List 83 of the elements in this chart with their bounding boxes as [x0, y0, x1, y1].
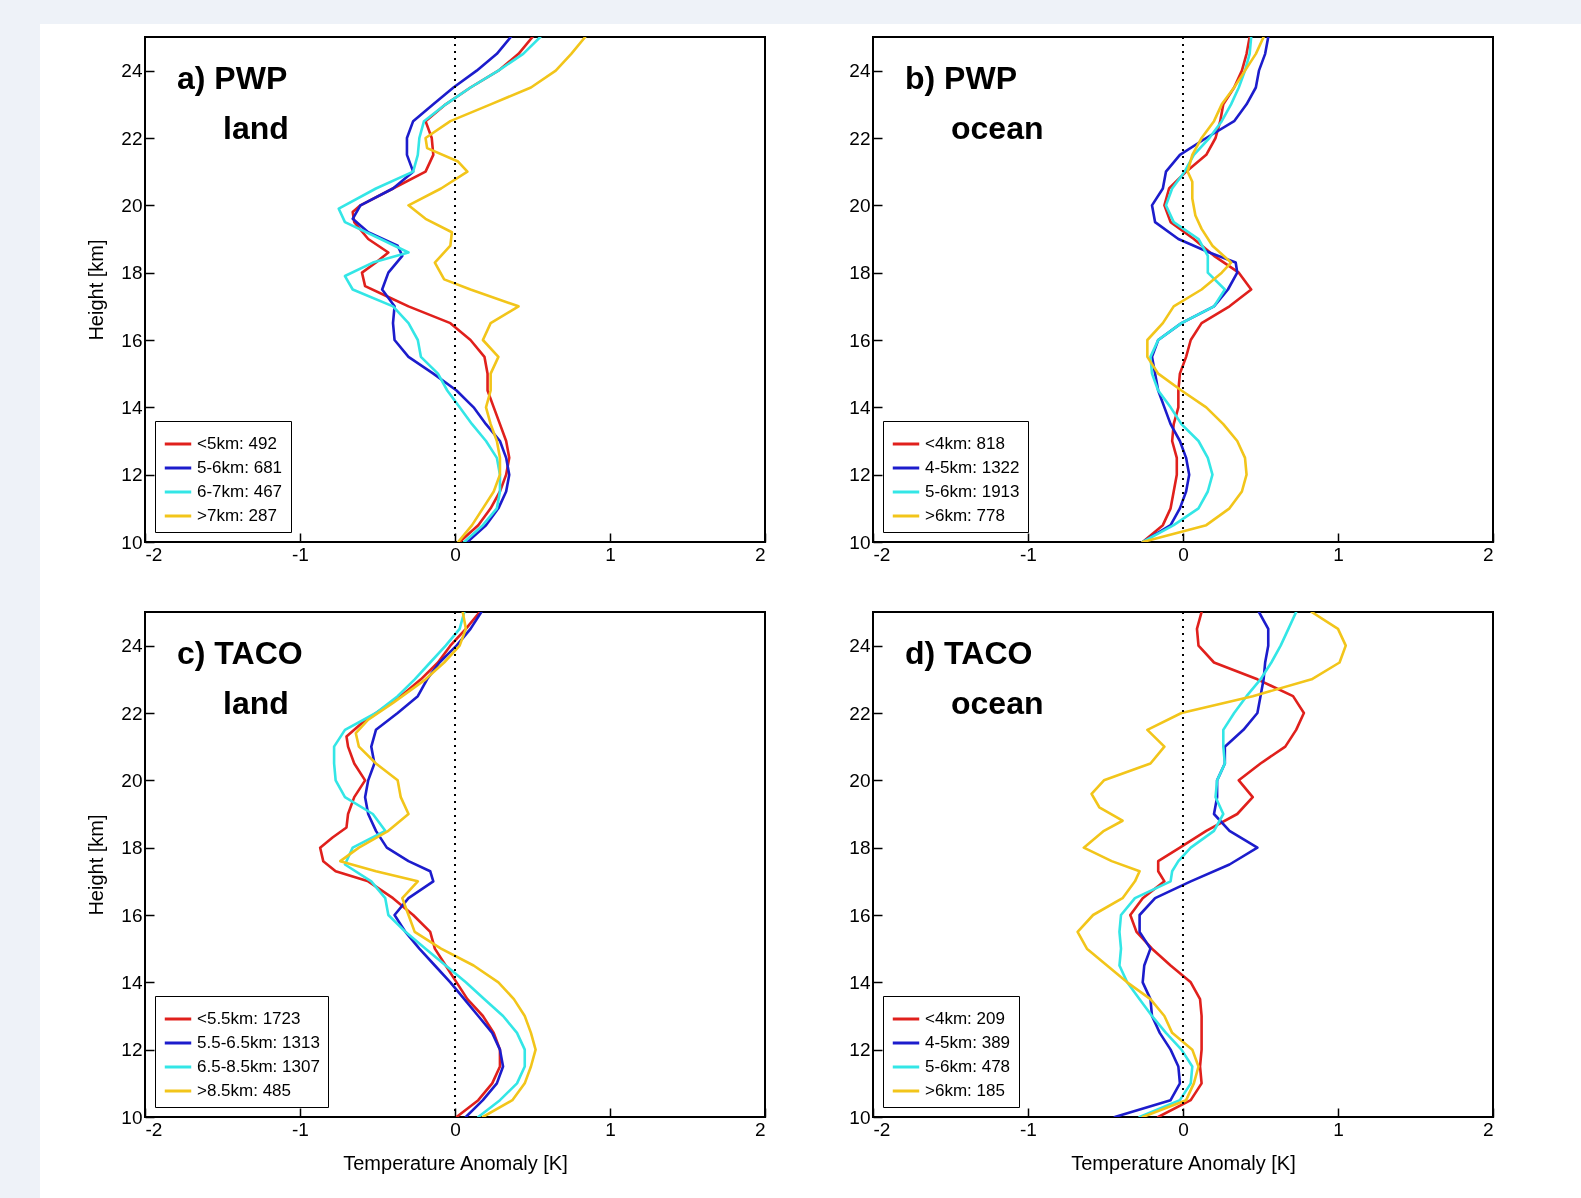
y-tick-label: 14	[121, 971, 143, 993]
y-tick-label: 10	[849, 531, 871, 553]
y-tick-label: 14	[849, 396, 871, 418]
x-tick-label: 2	[754, 1118, 766, 1140]
x-tick-label: 0	[450, 543, 461, 565]
x-tick-label: -1	[292, 1118, 309, 1140]
annotation: c) TACO	[177, 635, 303, 671]
legend-label: 5-6km: 1913	[925, 482, 1020, 501]
y-tick-label: 10	[121, 531, 143, 553]
y-tick-label: 16	[849, 904, 871, 926]
y-axis-title: Height [km]	[85, 814, 108, 916]
legend-label: 5-6km: 681	[197, 458, 283, 477]
annotation: ocean	[951, 110, 1044, 146]
y-tick-label: 16	[121, 904, 143, 926]
y-tick-label: 18	[121, 837, 143, 859]
x-axis-title: Temperature Anomaly [K]	[1071, 1151, 1296, 1174]
y-tick-label: 22	[121, 702, 143, 724]
x-tick-label: -1	[1020, 543, 1037, 565]
y-tick-label: 24	[121, 635, 143, 657]
annotation: land	[223, 110, 289, 146]
x-tick-label: -2	[145, 1118, 163, 1140]
y-tick-label: 22	[849, 127, 871, 149]
legend-label: 5.5-6.5km: 1313	[197, 1033, 320, 1052]
x-tick-label: 1	[605, 1118, 616, 1140]
y-tick-label: 24	[849, 635, 871, 657]
x-tick-label: 2	[754, 543, 766, 565]
y-tick-label: 18	[849, 837, 871, 859]
line-series	[1076, 612, 1348, 1117]
legend-label: 4-5km: 389	[925, 1033, 1011, 1052]
y-tick-label: 14	[121, 396, 143, 418]
y-tick-label: 12	[121, 1039, 143, 1061]
legend-label: >6km: 778	[925, 506, 1005, 525]
y-tick-label: 12	[121, 464, 143, 486]
x-tick-label: 0	[450, 1118, 461, 1140]
legend-label: <5km: 492	[197, 434, 277, 453]
y-tick-label: 24	[849, 60, 871, 82]
annotation: d) TACO	[905, 635, 1033, 671]
x-tick-label: -2	[145, 543, 163, 565]
x-tick-label: 2	[1482, 1118, 1494, 1140]
y-tick-label: 20	[121, 769, 143, 791]
y-tick-label: 22	[849, 702, 871, 724]
legend-label: 4-5km: 1322	[925, 458, 1020, 477]
y-tick-label: 10	[849, 1106, 871, 1128]
x-tick-label: -2	[873, 1118, 891, 1140]
legend-label: <4km: 818	[925, 434, 1005, 453]
legend-label: >8.5km: 485	[197, 1081, 292, 1100]
x-tick-label: 0	[1178, 543, 1189, 565]
x-tick-label: 0	[1178, 1118, 1189, 1140]
y-tick-label: 12	[849, 1039, 871, 1061]
y-tick-label: 20	[849, 194, 871, 216]
y-axis-title: Height [km]	[85, 239, 108, 341]
y-tick-label: 14	[849, 971, 871, 993]
legend-label: >7km: 287	[197, 506, 277, 525]
legend-label: <5.5km: 1723	[197, 1009, 301, 1028]
x-tick-label: 2	[1482, 543, 1494, 565]
annotation: a) PWP	[177, 60, 288, 96]
y-tick-label: 10	[121, 1106, 143, 1128]
line-series	[407, 37, 587, 542]
y-tick-label: 18	[121, 262, 143, 284]
legend-label: 6.5-8.5km: 1307	[197, 1057, 320, 1076]
line-series	[363, 612, 505, 1117]
y-tick-label: 24	[121, 60, 143, 82]
annotation: land	[223, 685, 289, 721]
y-tick-label: 18	[849, 262, 871, 284]
legend-label: 5-6km: 478	[925, 1057, 1011, 1076]
x-tick-label: 1	[605, 543, 616, 565]
x-tick-label: 1	[1333, 1118, 1344, 1140]
x-tick-label: 1	[1333, 543, 1344, 565]
y-tick-label: 16	[849, 329, 871, 351]
x-tick-label: -2	[873, 543, 891, 565]
y-tick-label: 12	[849, 464, 871, 486]
x-axis-title: Temperature Anomaly [K]	[343, 1151, 568, 1174]
annotation: b) PWP	[905, 60, 1017, 96]
legend-label: <4km: 209	[925, 1009, 1005, 1028]
legend-label: 6-7km: 467	[197, 482, 283, 501]
y-tick-label: 16	[121, 329, 143, 351]
y-tick-label: 20	[849, 769, 871, 791]
legend-label: >6km: 185	[925, 1081, 1005, 1100]
x-tick-label: -1	[292, 543, 309, 565]
annotation: ocean	[951, 685, 1044, 721]
x-tick-label: -1	[1020, 1118, 1037, 1140]
y-tick-label: 22	[121, 127, 143, 149]
y-tick-label: 20	[121, 194, 143, 216]
